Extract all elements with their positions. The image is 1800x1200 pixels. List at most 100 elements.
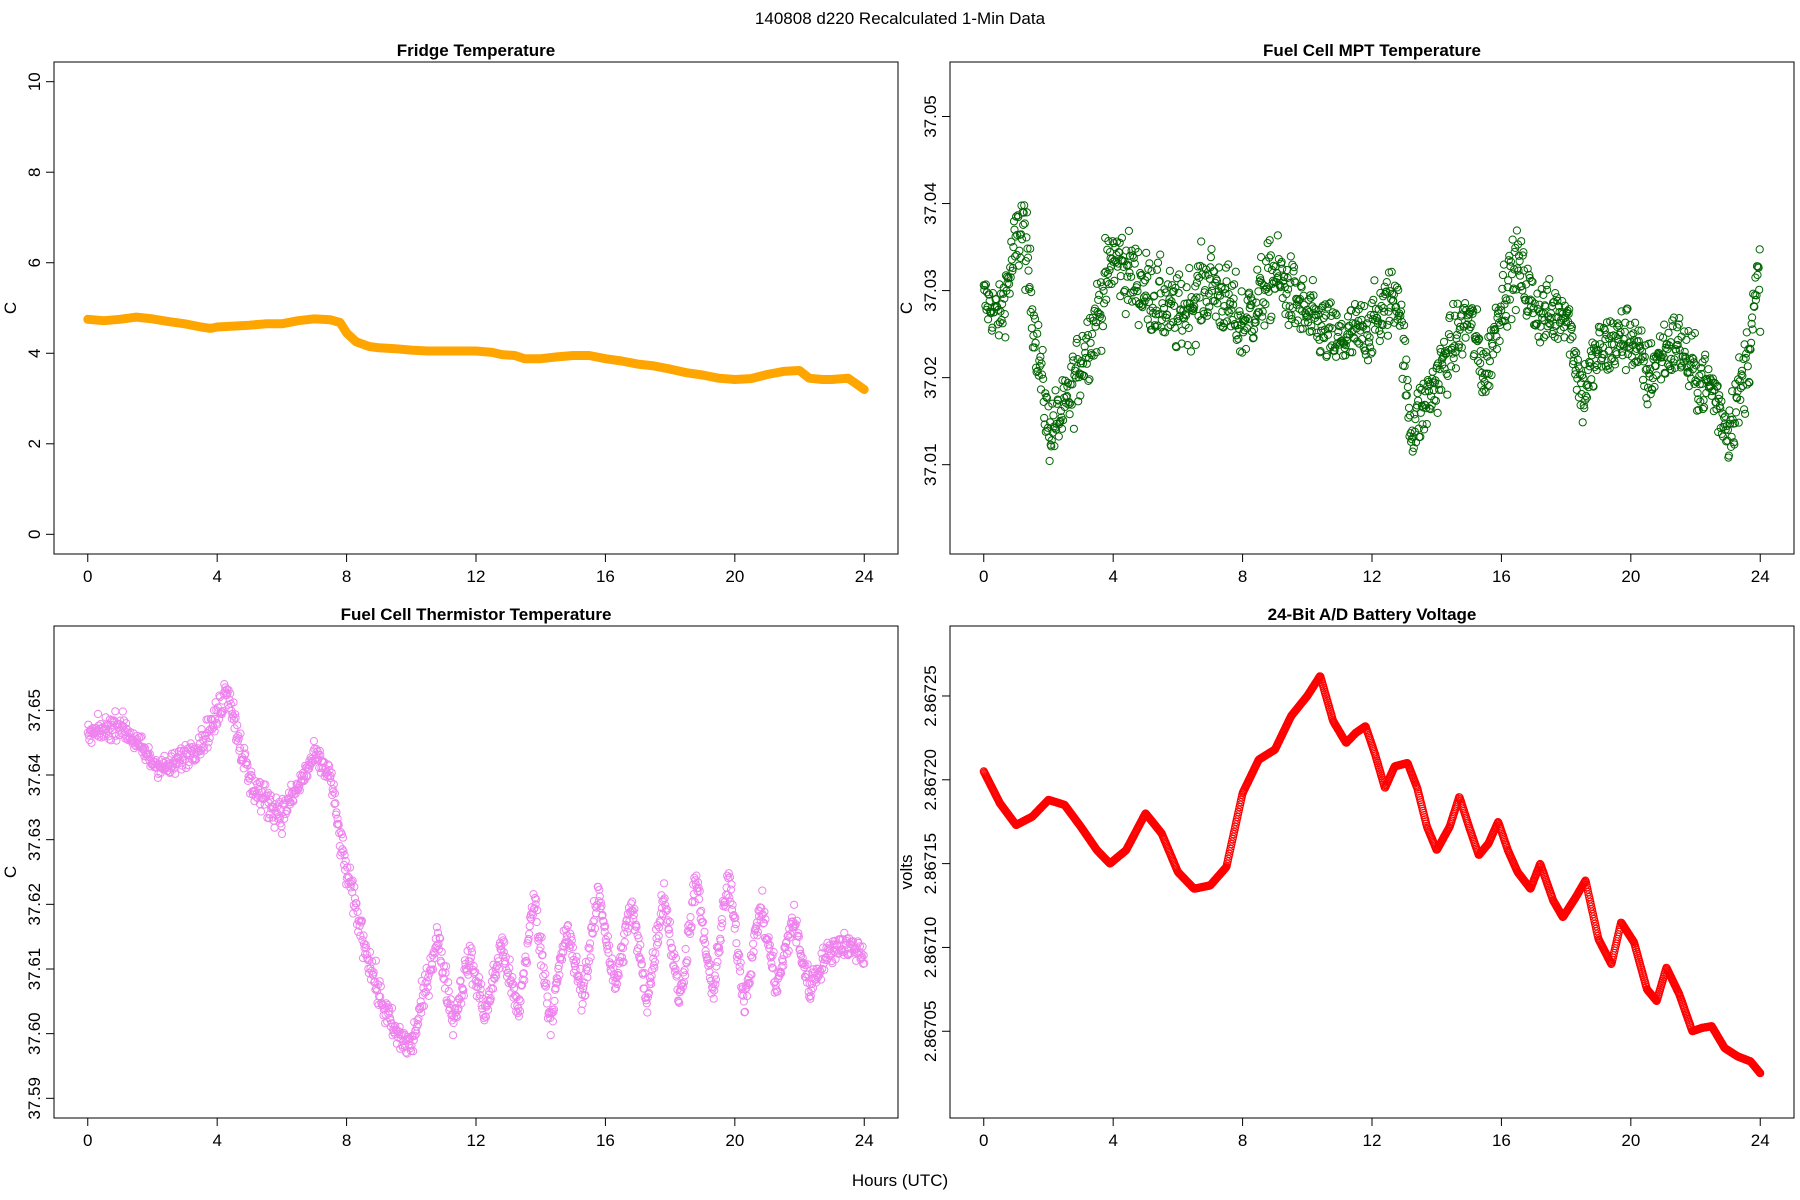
data-point xyxy=(723,890,732,900)
data-point xyxy=(645,973,655,983)
data-point xyxy=(1567,322,1577,332)
data-point xyxy=(515,1007,525,1016)
data-point xyxy=(1552,293,1561,302)
data-point xyxy=(1139,293,1149,302)
data-point xyxy=(1134,248,1143,257)
data-point xyxy=(1206,253,1216,262)
data-point xyxy=(1403,383,1413,392)
y-tick-label: 37.61 xyxy=(25,948,44,991)
data-point xyxy=(1550,297,1559,306)
data-point xyxy=(1485,382,1494,391)
data-point xyxy=(1452,330,1462,339)
data-point xyxy=(683,956,692,965)
data-point xyxy=(681,944,690,954)
data-point xyxy=(513,1009,522,1018)
data-point xyxy=(1755,285,1764,294)
data-point xyxy=(731,920,740,929)
data-point xyxy=(1727,432,1736,441)
data-point xyxy=(1065,410,1074,419)
data-point xyxy=(1120,287,1129,296)
data-point xyxy=(668,944,677,953)
data-point xyxy=(1528,277,1537,286)
data-point xyxy=(1191,282,1200,291)
data-point xyxy=(597,902,606,911)
data-point xyxy=(1352,307,1361,317)
data-point xyxy=(1170,301,1179,310)
data-point xyxy=(567,932,576,942)
data-point xyxy=(525,929,534,939)
data-point xyxy=(1188,303,1197,312)
data-point xyxy=(771,977,780,986)
data-point xyxy=(553,978,562,987)
y-tick-label: 37.63 xyxy=(25,818,44,861)
data-point xyxy=(1409,443,1418,453)
data-point xyxy=(1506,257,1516,266)
data-point xyxy=(590,924,600,933)
data-point xyxy=(1516,271,1525,280)
y-tick-label: 37.01 xyxy=(921,443,940,486)
data-point xyxy=(806,994,815,1003)
y-tick-label: 6 xyxy=(25,258,44,267)
data-point xyxy=(695,895,704,904)
data-point xyxy=(666,938,675,947)
data-point xyxy=(1714,428,1723,437)
data-point xyxy=(1018,235,1027,244)
data-point xyxy=(1304,295,1313,304)
data-point xyxy=(1589,344,1599,353)
data-point xyxy=(367,966,376,976)
data-point xyxy=(261,780,270,789)
data-point xyxy=(1500,300,1509,309)
data-point xyxy=(1730,419,1740,428)
data-point xyxy=(1230,280,1239,289)
data-point xyxy=(710,971,719,980)
data-point xyxy=(1652,371,1661,380)
data-point xyxy=(1648,385,1657,394)
data-point xyxy=(628,906,637,915)
data-point xyxy=(726,885,736,894)
data-point xyxy=(1083,331,1093,340)
data-point xyxy=(260,794,269,803)
data-point xyxy=(1000,310,1009,319)
data-point xyxy=(199,742,208,751)
data-point xyxy=(1278,264,1287,273)
data-point xyxy=(1553,296,1562,305)
data-point xyxy=(1402,391,1411,400)
data-point xyxy=(1458,350,1467,359)
data-point xyxy=(1008,266,1017,275)
data-point xyxy=(1691,361,1701,370)
data-point xyxy=(1566,335,1575,344)
data-point xyxy=(1109,257,1118,266)
plot-area xyxy=(83,312,869,394)
data-point xyxy=(759,919,768,928)
data-point xyxy=(1523,264,1532,273)
data-point xyxy=(1291,319,1300,328)
data-point xyxy=(554,964,563,973)
data-point xyxy=(1091,318,1101,327)
data-point xyxy=(1507,270,1517,279)
data-point xyxy=(1491,326,1500,335)
data-point xyxy=(727,880,736,889)
data-point xyxy=(1616,328,1625,337)
data-point xyxy=(1751,295,1761,305)
data-point xyxy=(1265,253,1274,262)
data-point xyxy=(1423,382,1432,391)
data-point xyxy=(505,963,514,973)
data-point xyxy=(236,729,245,738)
data-point xyxy=(1142,248,1151,257)
data-point xyxy=(1754,263,1763,272)
data-point xyxy=(277,829,287,839)
data-point xyxy=(1445,311,1455,320)
data-point xyxy=(1666,365,1675,374)
data-point xyxy=(1387,295,1396,304)
data-point xyxy=(231,713,240,722)
data-point xyxy=(1418,420,1427,429)
data-point xyxy=(315,746,324,756)
data-point xyxy=(1688,353,1697,362)
data-point xyxy=(171,769,180,778)
data-point xyxy=(1113,262,1122,271)
data-point xyxy=(1105,266,1114,275)
data-point xyxy=(1447,362,1456,371)
data-point xyxy=(1748,325,1757,334)
data-point xyxy=(643,1008,652,1017)
data-point xyxy=(1631,318,1640,327)
